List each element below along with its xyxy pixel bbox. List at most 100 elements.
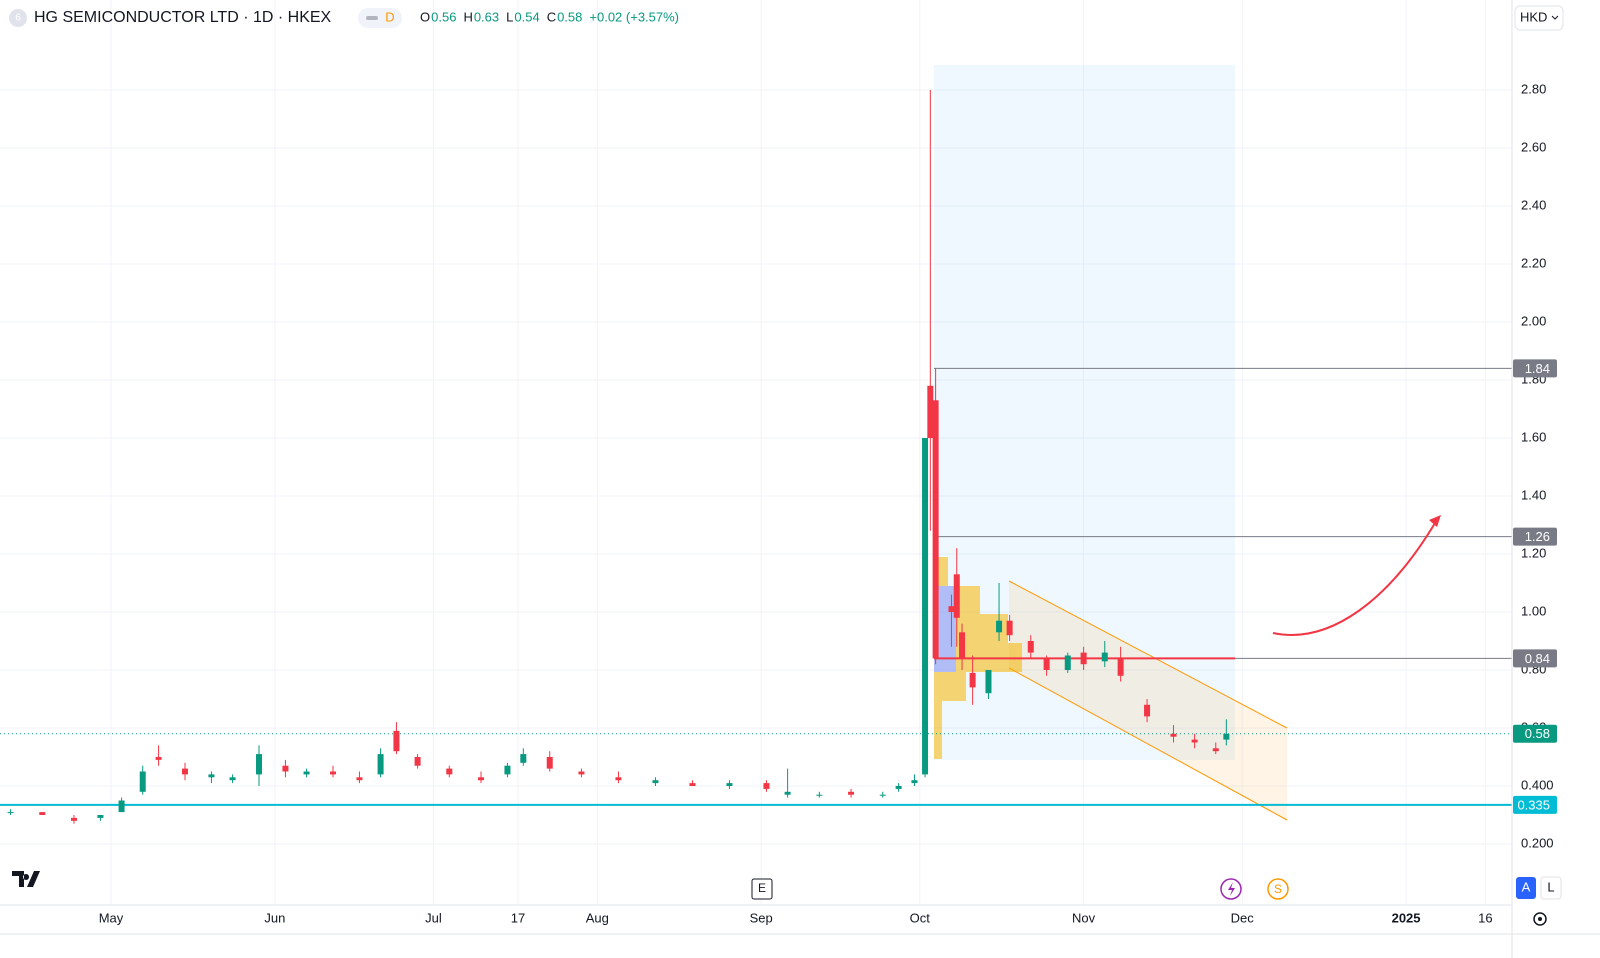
y-tick-label: 1.60 (1521, 429, 1546, 444)
candle-body (1117, 658, 1124, 676)
candle-body (118, 800, 125, 813)
logo-mark (12, 871, 40, 887)
x-tick-label: 2025 (1392, 910, 1421, 925)
ohlc-key: H (463, 9, 472, 24)
y-tick-label: 1.00 (1521, 603, 1546, 618)
candle-body (1027, 641, 1034, 653)
x-tick-label: 16 (1478, 910, 1492, 925)
candle-body (478, 777, 485, 781)
level-label-bg (1513, 359, 1557, 378)
candle-body (139, 771, 146, 792)
level-label: 1.26 (1525, 529, 1550, 544)
x-tick-label: Sep (750, 910, 773, 925)
candle-body (1223, 733, 1230, 740)
candle-body (330, 771, 337, 775)
candle-body (953, 574, 960, 618)
ohlc-value: 0.56 (431, 9, 456, 24)
candle-body (70, 817, 77, 821)
candle-body (726, 783, 733, 786)
candle-body (7, 812, 14, 814)
vp-bar (934, 672, 966, 701)
candle-body (996, 620, 1003, 633)
candle-body (39, 812, 46, 815)
candle-body (985, 670, 992, 694)
y-tick-label: 2.00 (1521, 313, 1546, 328)
y-tick-label: 0.400 (1521, 777, 1554, 792)
earnings-marker[interactable] (751, 878, 773, 900)
level-labels: 1.84 1.26 0.84 0.58 0.335 (1513, 359, 1557, 814)
candle-body (959, 632, 966, 659)
candle-body (97, 815, 104, 818)
level-label-bg (1513, 724, 1557, 743)
x-tick-label: Oct (910, 910, 931, 925)
candle-body (784, 791, 791, 795)
auto-button[interactable] (1516, 877, 1536, 899)
candle-body (1170, 733, 1177, 737)
earnings-label: E (758, 881, 766, 895)
y-tick-label: 2.60 (1521, 139, 1546, 154)
candle-body (414, 757, 421, 766)
candle-body (879, 794, 886, 796)
y-tick-label: 2.80 (1521, 81, 1546, 96)
candle-body (1144, 704, 1151, 717)
candle-body (256, 754, 263, 775)
candle-body (229, 777, 236, 781)
badge[interactable] (358, 8, 402, 28)
candle-body (356, 777, 363, 781)
news-icon (1228, 882, 1235, 896)
candle-body (911, 780, 918, 784)
candle-body (282, 765, 289, 772)
ohlc-key: O (420, 9, 430, 24)
log-button[interactable] (1540, 876, 1562, 900)
candle-body (652, 780, 659, 784)
candle-body (446, 768, 453, 775)
arrow (1272, 517, 1439, 636)
levels (0, 367, 1512, 806)
channel-bottom (1008, 667, 1288, 821)
level-label: 0.58 (1525, 726, 1550, 741)
x-tick-label: Aug (586, 910, 609, 925)
badge-text: D (385, 9, 394, 24)
ohlc-value: 0.58 (557, 9, 582, 24)
x-axis: May Jun Jul 17 Aug Sep Oct Nov Dec 2025 16 (99, 910, 1493, 925)
candle-body (1064, 655, 1071, 670)
level-label-bg (1513, 527, 1557, 546)
candle-body (208, 774, 215, 778)
symbol-icon[interactable] (9, 9, 27, 27)
candle-body (393, 730, 400, 752)
dividend-label: S (1274, 882, 1282, 896)
ohlc-value: 0.54 (514, 9, 539, 24)
candle-body (927, 385, 934, 438)
level-label-bg (1513, 795, 1557, 814)
ohlc-value: 0.63 (474, 9, 499, 24)
candle-body (689, 783, 696, 786)
x-tick-label: Dec (1231, 910, 1255, 925)
x-tick-label: Jul (425, 910, 442, 925)
candle-body (615, 777, 622, 781)
ohlc-key: L (506, 9, 513, 24)
candle-body (763, 783, 770, 789)
arrow-head (1429, 515, 1441, 527)
symbol-title[interactable]: HG SEMICONDUCTOR LTD · 1D · HKEX (34, 9, 332, 26)
candle-body (848, 791, 855, 795)
candle-body (948, 606, 955, 612)
candle-body (546, 757, 553, 769)
candle-body (1006, 620, 1013, 636)
candle-body (520, 754, 527, 763)
grid (0, 0, 1512, 905)
y-tick-label: 2.20 (1521, 255, 1546, 270)
level-label: 1.84 (1525, 361, 1550, 376)
y-tick-label: 1.40 (1521, 487, 1546, 502)
x-tick-label: Nov (1072, 910, 1096, 925)
candle-body (969, 672, 976, 688)
settings-icon[interactable] (1533, 912, 1547, 926)
dividend-marker[interactable] (1267, 878, 1289, 900)
vp-bar (934, 701, 942, 759)
candle-body (816, 794, 823, 796)
currency-button[interactable] (1514, 5, 1564, 31)
currency-caret (1551, 15, 1559, 20)
x-tick-label: 17 (511, 910, 525, 925)
y-tick-label: 0.200 (1521, 835, 1554, 850)
candle-body (303, 771, 310, 775)
